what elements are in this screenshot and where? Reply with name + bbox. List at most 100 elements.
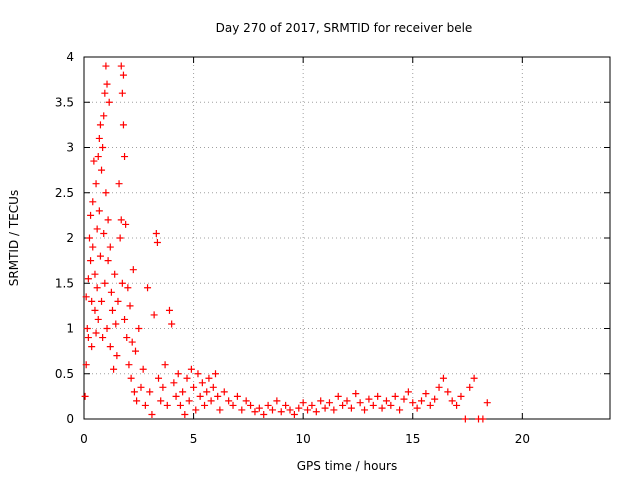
data-point [470,374,478,382]
data-point [98,297,106,305]
data-point [194,370,202,378]
data-point [113,352,121,360]
data-point [304,406,312,414]
data-point [453,401,461,409]
data-point [103,80,111,88]
data-point [233,392,241,400]
data-point [382,397,390,405]
y-tick-label: 1 [66,322,74,336]
data-point [115,180,123,188]
data-point [479,415,487,423]
data-point [129,266,137,274]
data-point [155,374,163,382]
data-point [85,234,93,242]
data-point [82,361,90,369]
data-point [190,383,198,391]
data-point [88,297,96,305]
data-point [126,302,134,310]
data-point [255,404,263,412]
data-point [330,406,338,414]
data-point [282,401,290,409]
data-point [93,284,101,292]
x-tick-label: 5 [190,432,198,446]
data-point [435,383,443,391]
data-point [104,257,112,265]
data-point [264,401,272,409]
data-point [201,401,209,409]
data-point [242,397,250,405]
data-point [374,392,382,400]
data-point [347,404,355,412]
data-point [286,406,294,414]
data-point [247,401,255,409]
x-tick-label: 0 [80,432,88,446]
data-point [317,397,325,405]
data-point [172,392,180,400]
data-point [404,388,412,396]
data-point [121,153,129,161]
data-point [106,343,114,351]
data-point [153,239,161,247]
data-point [119,121,127,129]
y-tick-label: 3.5 [55,95,74,109]
data-point [146,388,154,396]
data-point [295,404,303,412]
data-point [100,112,108,120]
data-point [127,374,135,382]
data-point [321,404,329,412]
data-point [290,410,298,418]
data-point [400,395,408,403]
data-point [163,401,171,409]
data-point [192,406,200,414]
data-point [111,270,119,278]
y-tick-label: 3 [66,141,74,155]
grid [84,57,610,419]
data-point [413,404,421,412]
axis-ticks: 0 5 10 15 20 0 0.5 1 1.5 2 2.5 3 3.5 4 [55,50,610,446]
data-point [198,379,206,387]
data-point [209,383,217,391]
data-point [238,406,246,414]
data-point [179,388,187,396]
data-point [124,284,132,292]
data-point [117,62,125,70]
data-point [273,397,281,405]
data-point [457,392,465,400]
data-point [461,415,469,423]
data-point [84,334,92,342]
data-point [118,279,126,287]
data-point [102,62,110,70]
y-axis-label: SRMTID / TECUs [7,190,21,286]
data-point [100,229,108,237]
chart-title: Day 270 of 2017, SRMTID for receiver bel… [216,21,473,35]
data-point [214,392,222,400]
data-point [369,401,377,409]
data-point [130,388,138,396]
data-point [203,388,211,396]
data-point [107,288,115,296]
data-point [93,225,101,233]
data-point [444,388,452,396]
data-point [387,401,395,409]
data-point [157,397,165,405]
y-tick-label: 4 [66,50,74,64]
data-point [268,406,276,414]
data-point [108,306,116,314]
data-point [95,134,103,142]
data-point [128,338,136,346]
data-point [101,279,109,287]
data-point [116,234,124,242]
data-point [334,392,342,400]
y-tick-label: 0 [66,412,74,426]
data-point [225,397,233,405]
x-axis-label: GPS time / hours [297,459,398,473]
data-point [150,311,158,319]
data-point [148,410,156,418]
data-point [165,306,173,314]
data-point [87,257,95,265]
data-point [212,370,219,378]
data-point [123,334,131,342]
data-point [112,320,120,328]
data-point [168,320,176,328]
